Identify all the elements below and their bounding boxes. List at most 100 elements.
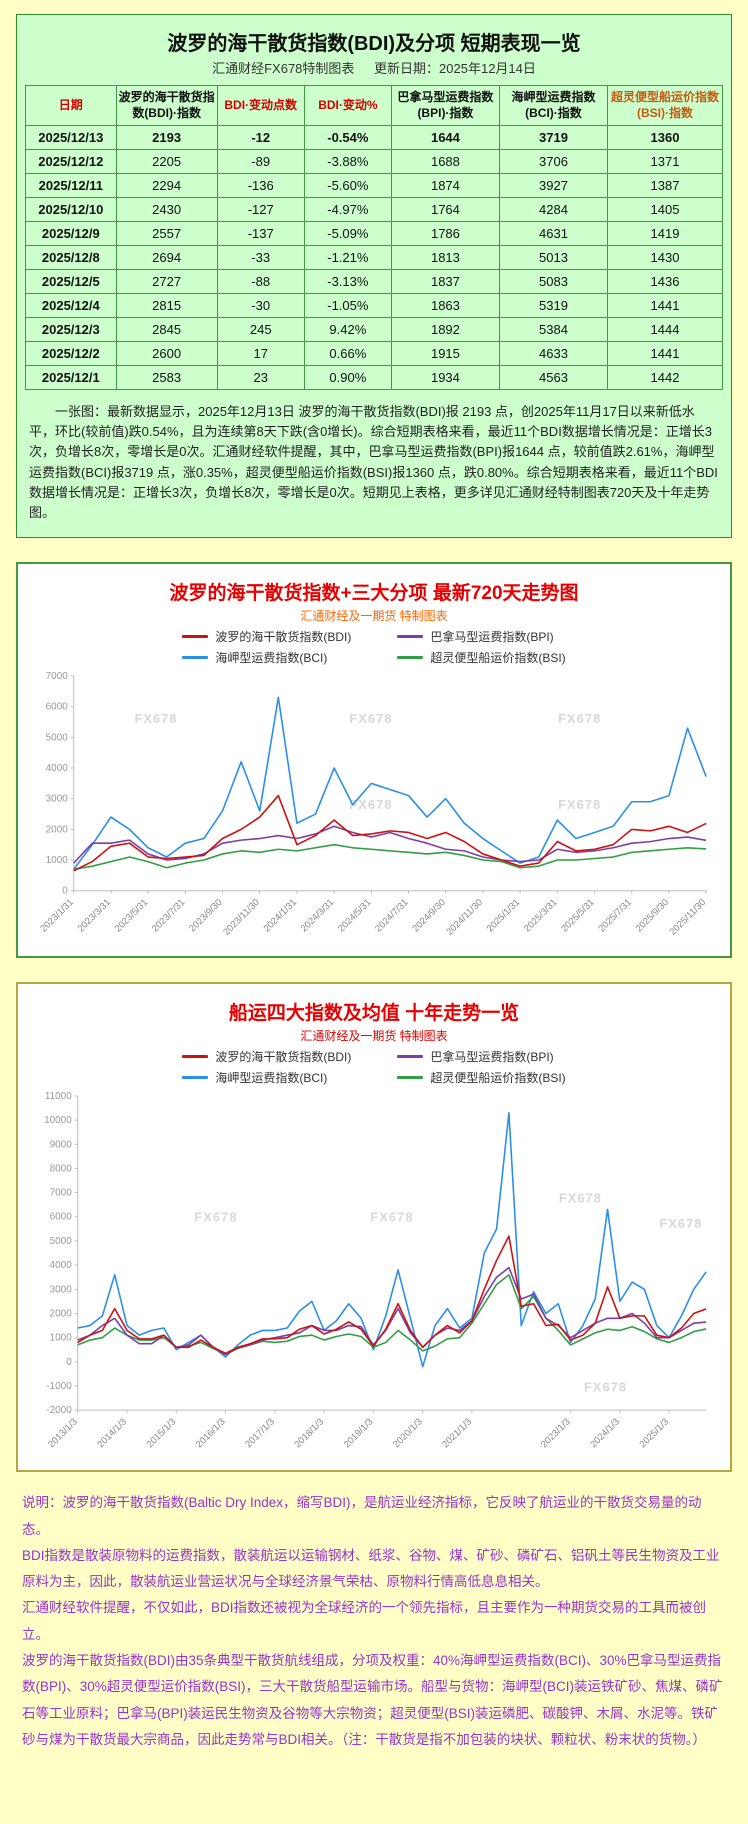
y-axis-tick-label: 4000 bbox=[50, 1261, 73, 1272]
x-axis-tick-label: 2024/7/31 bbox=[373, 897, 410, 934]
value-cell: 1444 bbox=[606, 317, 724, 343]
note-paragraph: 汇通财经软件提醒，不仅如此，BDI指数还被视为全球经济的一个领先指标，且主要作为… bbox=[22, 1600, 707, 1642]
table-title: 波罗的海干散货指数(BDI)及分项 短期表现一览 bbox=[167, 33, 581, 55]
value-cell: 1405 bbox=[606, 197, 724, 223]
legend-label: 超灵便型船运价指数(BSI) bbox=[430, 651, 566, 666]
bdi-short-term-table: 日期 波罗的海干散货指数(BDI)·指数 BDI·变动点数 BDI·变动% 巴拿马型运费… bbox=[25, 84, 724, 391]
value-cell: 1371 bbox=[606, 149, 724, 175]
chart-10y-card: 船运四大指数及均值 十年走势一览 汇通财经及一期货 特制图表 波罗的海干散货指数… bbox=[16, 982, 732, 1473]
value-cell: -136 bbox=[216, 173, 305, 199]
legend-label: 波罗的海干散货指数(BDI) bbox=[215, 630, 352, 645]
x-axis-tick-label: 2024/3/31 bbox=[299, 897, 336, 934]
value-cell: 2583 bbox=[115, 365, 218, 391]
chart-720-subtitle: 汇通财经及一期货 特制图表 bbox=[300, 609, 448, 624]
x-axis-tick-label: 2025/5/31 bbox=[559, 897, 596, 934]
value-cell: 1786 bbox=[390, 221, 500, 247]
value-cell: 5384 bbox=[498, 317, 608, 343]
value-cell: 1436 bbox=[606, 269, 724, 295]
x-axis-tick-label: 2023/3/31 bbox=[76, 897, 113, 934]
watermark-text: FX678 bbox=[659, 1216, 702, 1231]
legend-label: 超灵便型船运价指数(BSI) bbox=[430, 1071, 566, 1086]
value-cell: 2600 bbox=[115, 341, 218, 367]
date-cell: 2025/12/11 bbox=[25, 173, 117, 199]
date-cell: 2025/12/13 bbox=[25, 125, 117, 151]
chart-10y-subtitle: 汇通财经及一期货 特制图表 bbox=[300, 1029, 448, 1044]
value-cell: -3.88% bbox=[303, 149, 392, 175]
value-cell: 2815 bbox=[115, 293, 218, 319]
x-axis-tick-label: 2025/1/3 bbox=[637, 1417, 671, 1451]
table-body: 2025/12/13 2193 -12 -0.54% 1644 3719 1360 2025/… bbox=[25, 125, 724, 391]
note-paragraph: 波罗的海干散货指数(BDI)由35条典型干散货航线组成，分项及权重：40%海岬型… bbox=[22, 1653, 723, 1748]
x-axis-tick-label: 2016/1/3 bbox=[194, 1417, 228, 1451]
x-axis-tick-label: 2025/9/30 bbox=[634, 897, 671, 934]
x-axis-tick-label: 2023/5/31 bbox=[113, 897, 150, 934]
value-cell: 1837 bbox=[390, 269, 500, 295]
value-cell: 245 bbox=[216, 317, 305, 343]
legend-line-swatch bbox=[182, 635, 209, 639]
y-axis-tick-label: 3000 bbox=[46, 794, 69, 805]
chart-720-title: 波罗的海干散货指数+三大分项 最新720天走势图 bbox=[169, 583, 579, 605]
value-cell: 5083 bbox=[498, 269, 608, 295]
column-header: BDI·变动% bbox=[303, 84, 392, 127]
value-cell: -89 bbox=[216, 149, 305, 175]
x-axis-tick-label: 2025/7/31 bbox=[596, 897, 633, 934]
x-axis-tick-label: 2014/1/3 bbox=[95, 1417, 129, 1451]
value-cell: 3706 bbox=[498, 149, 608, 175]
legend-line-swatch bbox=[397, 635, 424, 639]
table-row: 2025/12/8 2694 -33 -1.21% 1813 5013 1430 bbox=[25, 245, 724, 271]
series-line-bdi bbox=[73, 794, 707, 872]
x-axis-tick-label: 2019/1/3 bbox=[342, 1417, 376, 1451]
y-axis-tick-label: 1000 bbox=[46, 855, 69, 866]
value-cell: 2430 bbox=[115, 197, 218, 223]
column-header: 日期 bbox=[25, 84, 117, 127]
value-cell: 1387 bbox=[606, 173, 724, 199]
legend-item-bci: 海岬型运费指数(BCI) bbox=[182, 649, 351, 666]
value-cell: 1934 bbox=[390, 365, 500, 391]
table-row: 2025/12/10 2430 -127 -4.97% 1764 4284 1405 bbox=[25, 197, 724, 223]
watermark-text: FX678 bbox=[559, 1191, 602, 1206]
x-axis-tick-label: 2025/1/31 bbox=[485, 897, 522, 934]
x-axis-tick-label: 2023/11/30 bbox=[221, 897, 262, 938]
y-axis-tick-label: 7000 bbox=[46, 671, 69, 682]
date-cell: 2025/12/4 bbox=[25, 293, 117, 319]
line-chart-svg: FX678 FX678 FX678 FX678 FX678 0 1000 2000 3000 40… bbox=[38, 671, 709, 938]
value-cell: 3927 bbox=[498, 173, 608, 199]
legend-line-swatch bbox=[397, 1076, 424, 1080]
x-axis-tick-label: 2023/1/3 bbox=[539, 1417, 573, 1451]
table-row: 2025/12/3 2845 245 9.42% 1892 5384 1444 bbox=[25, 317, 724, 343]
legend-label: 巴拿马型运费指数(BPI) bbox=[430, 1050, 554, 1065]
column-header: 巴拿马型运费指数(BPI)·指数 bbox=[390, 84, 500, 127]
x-axis-tick-label: 2020/1/3 bbox=[391, 1417, 425, 1451]
value-cell: -88 bbox=[216, 269, 305, 295]
value-cell: 2205 bbox=[115, 149, 218, 175]
x-axis-tick-label: 2024/1/31 bbox=[262, 897, 299, 934]
x-axis-tick-label: 2021/1/3 bbox=[440, 1417, 474, 1451]
note-paragraph: 说明：波罗的海干散货指数(Baltic Dry Index，缩写BDI)，是航运… bbox=[22, 1495, 702, 1537]
value-cell: 1813 bbox=[390, 245, 500, 271]
date-cell: 2025/12/12 bbox=[25, 149, 117, 175]
value-cell: 2557 bbox=[115, 221, 218, 247]
watermark-text: FX678 bbox=[584, 1380, 627, 1395]
table-row: 2025/12/5 2727 -88 -3.13% 1837 5083 1436 bbox=[25, 269, 724, 295]
y-axis-tick-label: 11000 bbox=[45, 1091, 72, 1102]
x-axis-tick-label: 2018/1/3 bbox=[292, 1417, 326, 1451]
x-axis-tick-label: 2025/11/30 bbox=[668, 897, 709, 938]
value-cell: -0.54% bbox=[303, 125, 392, 151]
watermark-text: FX678 bbox=[349, 797, 392, 812]
table-row: 2025/12/2 2600 17 0.66% 1915 4633 1441 bbox=[25, 341, 724, 367]
table-row: 2025/12/13 2193 -12 -0.54% 1644 3719 1360 bbox=[25, 125, 724, 151]
value-cell: -137 bbox=[216, 221, 305, 247]
chart-10y-title: 船运四大指数及均值 十年走势一览 bbox=[228, 1003, 520, 1025]
value-cell: 2845 bbox=[115, 317, 218, 343]
legend-line-swatch bbox=[182, 1076, 209, 1080]
value-cell: -5.09% bbox=[303, 221, 392, 247]
table-row: 2025/12/11 2294 -136 -5.60% 1874 3927 1387 bbox=[25, 173, 724, 199]
table-summary: 一张图：最新数据显示，2025年12月13日 波罗的海干散货指数(BDI)报 2… bbox=[29, 404, 718, 520]
value-cell: -5.60% bbox=[303, 173, 392, 199]
value-cell: 5319 bbox=[498, 293, 608, 319]
table-row: 2025/12/4 2815 -30 -1.05% 1863 5319 1441 bbox=[25, 293, 724, 319]
value-cell: -30 bbox=[216, 293, 305, 319]
date-cell: 2025/12/9 bbox=[25, 221, 117, 247]
series-line-bpi bbox=[77, 1267, 707, 1356]
